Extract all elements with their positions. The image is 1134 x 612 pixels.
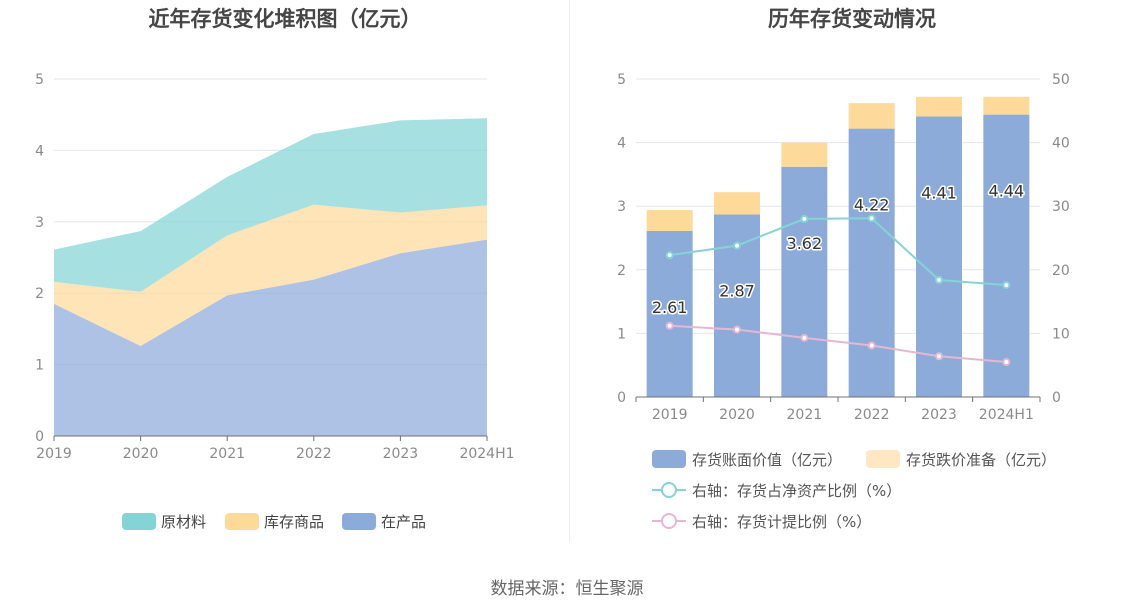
provision-ratio-point: [867, 341, 876, 350]
x-tick-label: 2024H1: [979, 407, 1034, 423]
bar-book-value: [781, 166, 828, 397]
x-tick-label: 2020: [719, 407, 755, 423]
provision-ratio-point: [800, 333, 809, 342]
net-asset-ratio-point: [1002, 281, 1011, 290]
x-tick-label: 2023: [383, 446, 419, 462]
net-asset-ratio-point: [733, 241, 741, 250]
legend-swatch-marker: [661, 513, 677, 529]
area-series-0: [54, 239, 487, 436]
y-tick-label: 1: [35, 358, 44, 374]
y2-tick-label: 50: [1052, 72, 1070, 88]
y2-tick-label: 10: [1052, 326, 1070, 342]
bar-impairment: [983, 96, 1030, 115]
area-series-2: [54, 118, 487, 292]
legend-item: 右轴：存货计提比例（%）: [652, 513, 871, 531]
legend-label: 右轴：存货占净资产比例（%）: [692, 482, 901, 500]
provision-ratio-point: [1002, 358, 1011, 367]
y-tick-label: 3: [35, 215, 44, 231]
area-chart-title: 近年存货变化堆积图（亿元）: [148, 7, 422, 31]
bar-impairment: [916, 96, 962, 117]
bar-data-label: 4.22: [854, 196, 890, 215]
x-tick-label: 2021: [209, 446, 245, 462]
provision-ratio-point: [733, 325, 741, 334]
legend-item: 在产品: [342, 513, 426, 531]
y2-tick-label: 30: [1052, 199, 1070, 215]
area-series-1: [54, 204, 487, 347]
legend-item: 存货账面价值（亿元）: [652, 450, 842, 469]
bar-impairment: [646, 210, 693, 232]
legend-swatch: [225, 513, 259, 530]
y-tick-label: 4: [35, 143, 44, 159]
legend-swatch: [122, 513, 156, 530]
inventory-stacked-area-chart: 0 1 2 3 4 5 2019 2020 2021 2022 2023 2024H1 原材料 库存商品 在…: [35, 72, 514, 531]
bar-data-label: 2.61: [652, 298, 688, 317]
y-tick-label: 0: [617, 390, 626, 406]
legend-label: 在产品: [381, 513, 426, 531]
net-asset-ratio-point: [800, 214, 809, 223]
legend-label: 库存商品: [264, 513, 324, 531]
legend-swatch: [342, 513, 376, 530]
x-tick-label: 2023: [921, 407, 957, 423]
y-tick-label: 5: [35, 72, 44, 88]
y-tick-label: 3: [617, 199, 626, 215]
bar-data-label: 3.62: [787, 234, 823, 253]
bar-chart-title: 历年存货变动情况: [768, 7, 936, 31]
y2-tick-label: 40: [1052, 136, 1070, 152]
legend-item: 存货跌价准备（亿元）: [866, 450, 1056, 469]
y-tick-label: 2: [35, 286, 44, 302]
legend-item: 原材料: [122, 513, 206, 531]
bar-data-label: 4.41: [921, 184, 957, 203]
legend-item: 库存商品: [225, 513, 324, 531]
bar-book-value: [848, 128, 895, 397]
y-tick-label: 4: [617, 136, 626, 152]
legend-item: 右轴：存货占净资产比例（%）: [652, 482, 901, 500]
x-tick-label: 2021: [787, 407, 823, 423]
legend-label: 存货账面价值（亿元）: [692, 451, 842, 469]
x-tick-label: 2019: [36, 446, 72, 462]
x-tick-label: 2024H1: [459, 446, 514, 462]
legend-label: 存货跌价准备（亿元）: [906, 451, 1056, 469]
y-tick-label: 0: [35, 429, 44, 445]
panel-divider: [569, 0, 570, 542]
x-tick-label: 2022: [854, 407, 890, 423]
net-asset-ratio-point: [665, 251, 674, 260]
x-tick-label: 2019: [652, 407, 688, 423]
legend-swatch-marker: [661, 482, 677, 498]
bar-data-label: 2.87: [719, 281, 755, 300]
legend-swatch: [866, 450, 900, 468]
bar-book-value: [916, 116, 962, 398]
bar-impairment: [714, 192, 760, 215]
bar-data-label: 4.44: [989, 182, 1025, 201]
legend-swatch: [652, 450, 686, 468]
net-asset-ratio-point: [935, 275, 943, 284]
provision-ratio-line: [669, 324, 1007, 364]
y2-tick-label: 0: [1052, 390, 1061, 406]
provision-ratio-point: [935, 352, 943, 361]
data-source: 数据来源：恒生聚源: [490, 579, 644, 599]
y-tick-label: 2: [617, 263, 626, 279]
y-tick-label: 1: [617, 326, 626, 342]
x-tick-label: 2022: [296, 446, 332, 462]
net-asset-ratio-point: [867, 214, 876, 223]
x-tick-label: 2020: [123, 446, 159, 462]
net-asset-ratio-line: [669, 217, 1007, 287]
y-tick-label: 5: [617, 72, 626, 88]
legend-label: 原材料: [161, 513, 206, 531]
y2-tick-label: 20: [1052, 263, 1070, 279]
bar-impairment: [848, 103, 895, 129]
bar-impairment: [781, 142, 828, 167]
bar-book-value: [983, 114, 1030, 397]
legend-label: 右轴：存货计提比例（%）: [692, 513, 871, 531]
provision-ratio-point: [665, 321, 674, 330]
